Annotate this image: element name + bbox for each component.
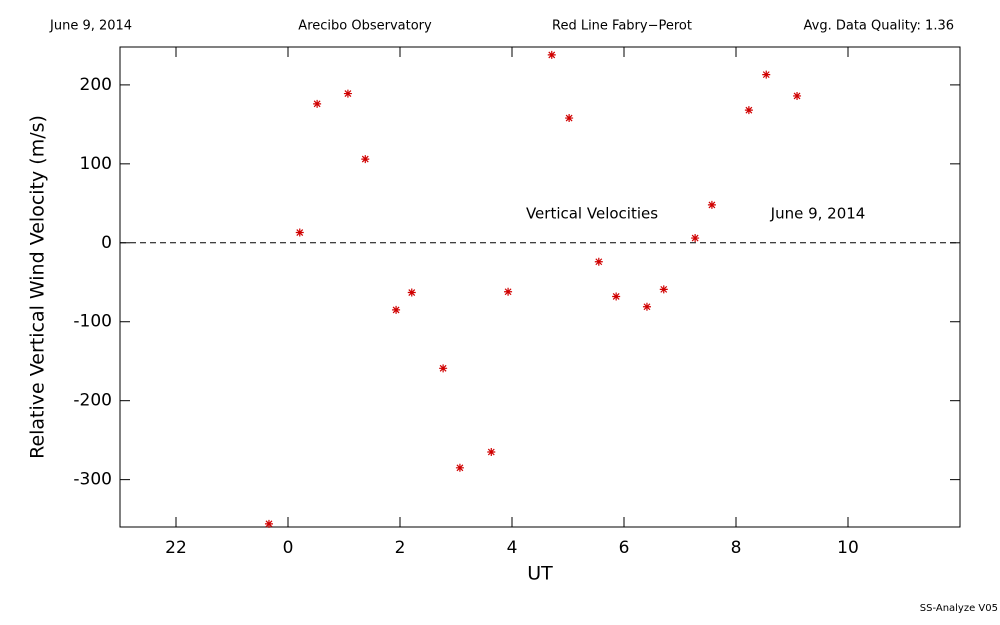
- data-point: [565, 114, 574, 123]
- asterisk: [455, 463, 464, 472]
- y-tick-label: 0: [101, 233, 112, 253]
- data-point: [659, 285, 668, 294]
- x-tick-label: 0: [283, 538, 294, 558]
- y-tick-label: -200: [73, 391, 112, 411]
- asterisk: [439, 364, 448, 373]
- asterisk: [487, 448, 496, 456]
- asterisk: [407, 288, 416, 297]
- data-point: [504, 287, 513, 296]
- x-tick-label: 6: [619, 538, 630, 558]
- data-point: [407, 288, 416, 297]
- asterisk: [547, 50, 556, 59]
- asterisk: [343, 89, 352, 98]
- asterisk: [691, 234, 700, 243]
- asterisk: [264, 519, 273, 528]
- asterisk: [744, 106, 753, 115]
- data-point: [264, 519, 273, 528]
- asterisk: [565, 114, 574, 123]
- data-point: [439, 364, 448, 373]
- asterisk: [659, 285, 668, 294]
- asterisk: [612, 292, 621, 301]
- data-point: [361, 155, 370, 164]
- header-quality: Avg. Data Quality: 1.36: [804, 19, 954, 34]
- x-tick-label: 22: [165, 538, 187, 558]
- asterisk: [707, 200, 716, 209]
- data-point: [793, 91, 802, 100]
- x-tick-label: 8: [731, 538, 742, 558]
- y-tick-label: -300: [73, 470, 112, 490]
- x-tick-label: 10: [837, 538, 859, 558]
- header-date: June 9, 2014: [49, 19, 132, 34]
- data-point: [744, 106, 753, 115]
- header-instrument: Red Line Fabry−Perot: [552, 19, 692, 34]
- data-point: [313, 99, 322, 108]
- data-point: [295, 228, 304, 237]
- y-tick-label: -100: [73, 312, 112, 332]
- data-point: [594, 257, 603, 266]
- asterisk: [762, 70, 771, 79]
- annotation: June 9, 2014: [770, 205, 866, 223]
- asterisk: [504, 287, 513, 296]
- data-point: [612, 292, 621, 301]
- asterisk: [313, 99, 322, 108]
- annotation: Vertical Velocities: [526, 205, 658, 223]
- data-point: [707, 200, 716, 209]
- data-point: [343, 89, 352, 98]
- asterisk: [361, 155, 370, 164]
- asterisk: [642, 302, 651, 311]
- data-point: [762, 70, 771, 79]
- x-tick-label: 2: [395, 538, 406, 558]
- plot-frame: [119, 46, 961, 528]
- y-axis-label: Relative Vertical Wind Velocity (m/s): [27, 115, 49, 459]
- asterisk: [793, 91, 802, 100]
- asterisk: [295, 228, 304, 237]
- data-point: [642, 302, 651, 311]
- data-point: [392, 305, 401, 314]
- data-point: [691, 234, 700, 243]
- x-tick-label: 4: [507, 538, 518, 558]
- asterisk: [594, 257, 603, 266]
- header-site: Arecibo Observatory: [298, 19, 432, 34]
- asterisk: [392, 305, 401, 314]
- data-point: [487, 448, 496, 456]
- x-axis-label: UT: [527, 563, 553, 585]
- data-point: [455, 463, 464, 472]
- y-tick-label: 100: [80, 154, 112, 174]
- y-tick-label: 200: [80, 75, 112, 95]
- data-point: [547, 50, 556, 59]
- footer: SS-Analyze V05: [920, 603, 998, 614]
